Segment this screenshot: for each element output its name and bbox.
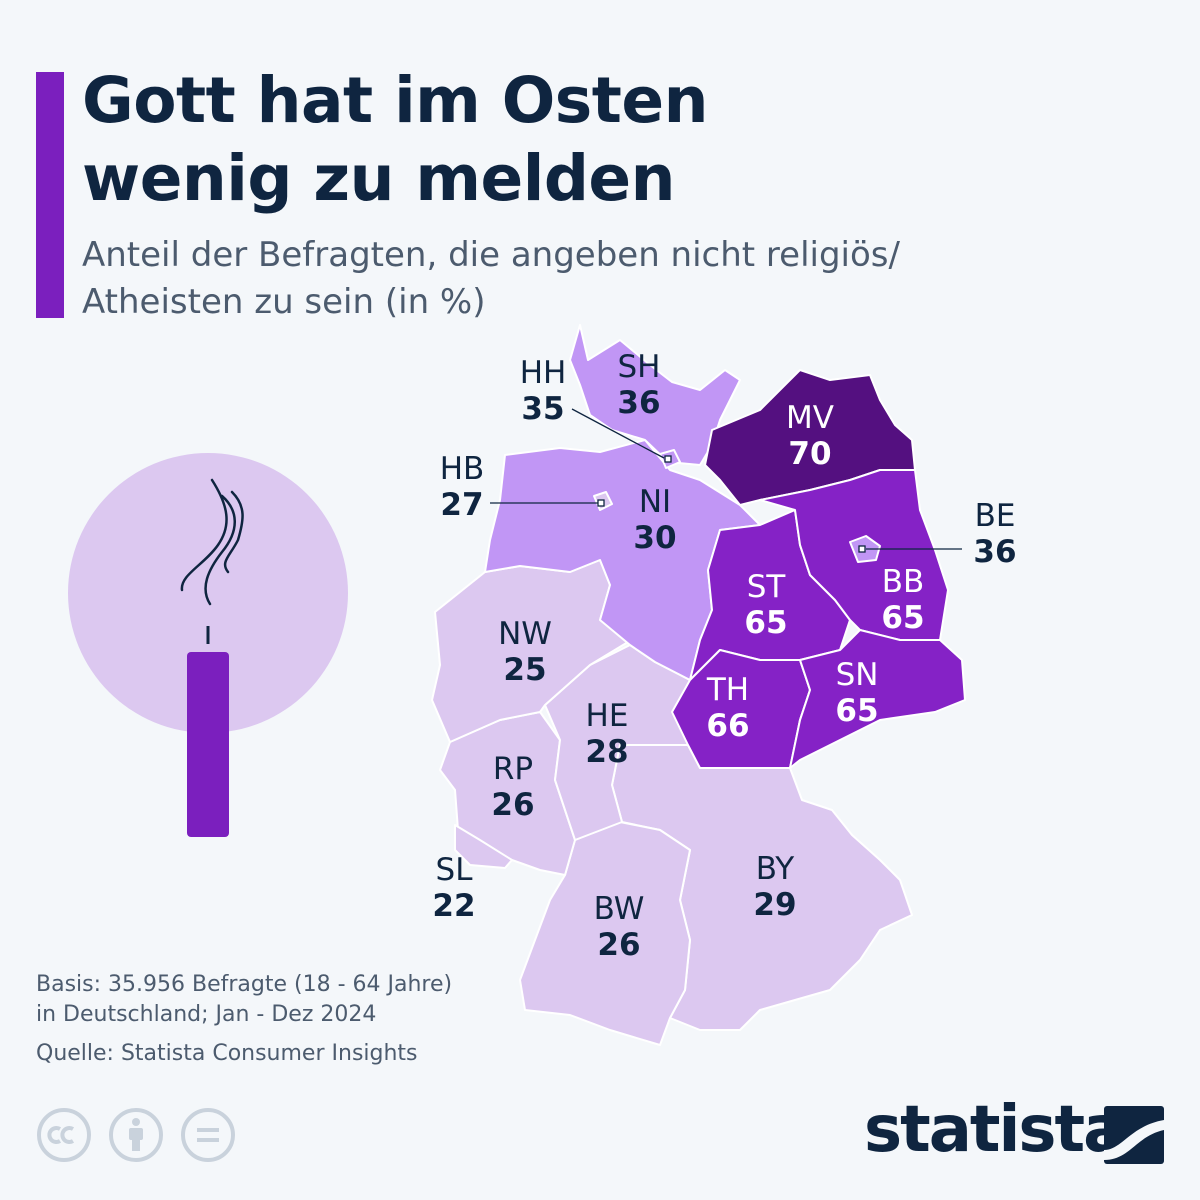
label-mv: MV (786, 400, 834, 436)
marker-be (858, 545, 866, 553)
candle-body (187, 652, 229, 837)
value-rp: 26 (491, 787, 534, 823)
label-sh: SH (618, 349, 661, 385)
value-hh: 35 (521, 391, 564, 427)
title-line-2: wenig zu melden (82, 142, 676, 215)
label-hh: HH (520, 355, 567, 391)
label-nw: NW (498, 616, 552, 652)
region-rp[interactable] (439, 711, 576, 876)
label-be: BE (975, 498, 1016, 534)
value-st: 65 (744, 605, 787, 641)
label-hb: HB (440, 451, 485, 487)
basis-line-1: Basis: 35.956 Befragte (18 - 64 Jahre) (36, 972, 453, 997)
candle-illustration (68, 453, 348, 837)
chart-subtitle: Anteil der Befragten, die angeben nicht … (82, 232, 900, 326)
accent-bar (36, 72, 64, 318)
value-bw: 26 (597, 927, 640, 963)
region-sl[interactable] (454, 824, 513, 869)
smoke-icon (180, 478, 244, 606)
value-be: 36 (973, 534, 1016, 570)
label-he: HE (586, 698, 629, 734)
label-bw: BW (594, 891, 645, 927)
basis-note: Basis: 35.956 Befragte (18 - 64 Jahre) i… (36, 970, 476, 1030)
label-bb: BB (882, 564, 925, 600)
value-sh: 36 (617, 385, 660, 421)
value-by: 29 (753, 887, 796, 923)
leader-lines (490, 408, 962, 553)
subtitle-line-1: Anteil der Befragten, die angeben nicht … (82, 235, 900, 275)
label-by: BY (756, 851, 795, 887)
leader-hh (571, 408, 665, 459)
label-st: ST (747, 569, 787, 605)
value-he: 28 (585, 734, 628, 770)
subtitle-line-2: Atheisten zu sein (in %) (82, 282, 486, 322)
label-sn: SN (836, 657, 879, 693)
marker-hb (597, 499, 605, 507)
candle-halo (68, 453, 348, 733)
region-sn[interactable] (789, 629, 966, 769)
label-rp: RP (493, 751, 533, 787)
title-line-1: Gott hat im Osten (82, 64, 709, 137)
source-note: Quelle: Statista Consumer Insights (36, 1041, 418, 1066)
value-ni: 30 (633, 520, 676, 556)
statista-mark-icon (1104, 1106, 1164, 1164)
no-derivatives-icon[interactable] (180, 1107, 236, 1163)
value-th: 66 (706, 708, 749, 744)
chart-title: Gott hat im Osten wenig zu melden (82, 62, 709, 218)
value-bb: 65 (881, 600, 924, 636)
statista-logo[interactable]: statista (864, 1093, 1126, 1167)
value-nw: 25 (503, 652, 546, 688)
region-bw[interactable] (519, 821, 691, 1046)
value-sl: 22 (432, 888, 475, 924)
basis-line-2: in Deutschland; Jan - Dez 2024 (36, 1002, 377, 1027)
value-hb: 27 (440, 487, 483, 523)
value-sn: 65 (835, 693, 878, 729)
marker-hh (664, 455, 672, 463)
label-ni: NI (639, 484, 671, 520)
value-mv: 70 (788, 436, 831, 472)
label-sl: SL (436, 852, 474, 888)
cc-icon[interactable] (36, 1107, 92, 1163)
attribution-icon[interactable] (108, 1107, 164, 1163)
label-th: TH (706, 672, 749, 708)
